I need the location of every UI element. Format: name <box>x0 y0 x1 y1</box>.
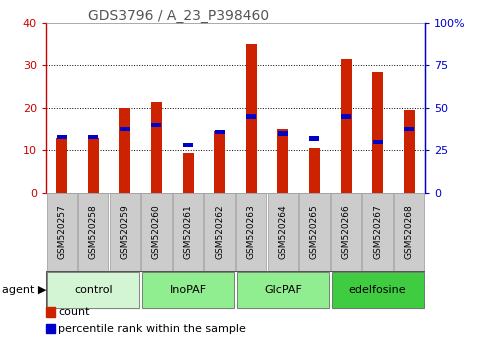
Text: GSM520268: GSM520268 <box>405 205 414 259</box>
Text: percentile rank within the sample: percentile rank within the sample <box>58 324 246 333</box>
Bar <box>309 148 320 193</box>
Text: GSM520262: GSM520262 <box>215 205 224 259</box>
Text: GlcPAF: GlcPAF <box>264 285 302 295</box>
Bar <box>120 127 130 131</box>
Bar <box>372 72 383 193</box>
Text: GSM520265: GSM520265 <box>310 205 319 259</box>
Text: GSM520264: GSM520264 <box>278 205 287 259</box>
Bar <box>46 193 77 271</box>
Bar <box>204 193 235 271</box>
Bar <box>173 193 203 271</box>
Bar <box>183 153 194 193</box>
Bar <box>246 44 257 193</box>
Bar <box>341 114 351 119</box>
Bar <box>57 135 67 139</box>
Bar <box>299 193 329 271</box>
Bar <box>88 138 99 193</box>
Text: GSM520261: GSM520261 <box>184 205 193 259</box>
Text: agent ▶: agent ▶ <box>2 285 47 295</box>
Text: GSM520259: GSM520259 <box>120 205 129 259</box>
Bar <box>214 131 225 193</box>
Bar <box>341 59 352 193</box>
Bar <box>151 102 162 193</box>
Text: InoPAF: InoPAF <box>170 285 207 295</box>
Bar <box>310 136 319 141</box>
Text: GSM520258: GSM520258 <box>89 205 98 259</box>
Bar <box>404 127 414 131</box>
Bar <box>78 193 109 271</box>
Text: count: count <box>58 307 89 317</box>
Bar <box>237 272 329 308</box>
Bar <box>88 135 98 139</box>
Bar <box>56 138 67 193</box>
Bar <box>152 123 161 127</box>
Bar <box>278 131 288 136</box>
Text: GSM520257: GSM520257 <box>57 205 66 259</box>
Bar <box>277 129 288 193</box>
Bar <box>394 193 425 271</box>
Bar <box>331 272 424 308</box>
Bar <box>362 193 393 271</box>
Bar <box>373 140 383 144</box>
Bar <box>236 193 267 271</box>
Bar <box>214 130 225 134</box>
Text: GSM520263: GSM520263 <box>247 205 256 259</box>
Bar <box>268 193 298 271</box>
Bar <box>142 193 171 271</box>
Bar <box>47 272 140 308</box>
Bar <box>404 110 415 193</box>
Bar <box>119 108 130 193</box>
Text: GSM520260: GSM520260 <box>152 205 161 259</box>
Text: GDS3796 / A_23_P398460: GDS3796 / A_23_P398460 <box>88 9 269 23</box>
Text: GSM520267: GSM520267 <box>373 205 382 259</box>
Bar <box>331 193 361 271</box>
Bar <box>183 143 193 148</box>
Bar <box>110 193 140 271</box>
Text: GSM520266: GSM520266 <box>341 205 351 259</box>
Bar <box>142 272 234 308</box>
Text: edelfosine: edelfosine <box>349 285 407 295</box>
Text: control: control <box>74 285 113 295</box>
Bar <box>246 114 256 119</box>
